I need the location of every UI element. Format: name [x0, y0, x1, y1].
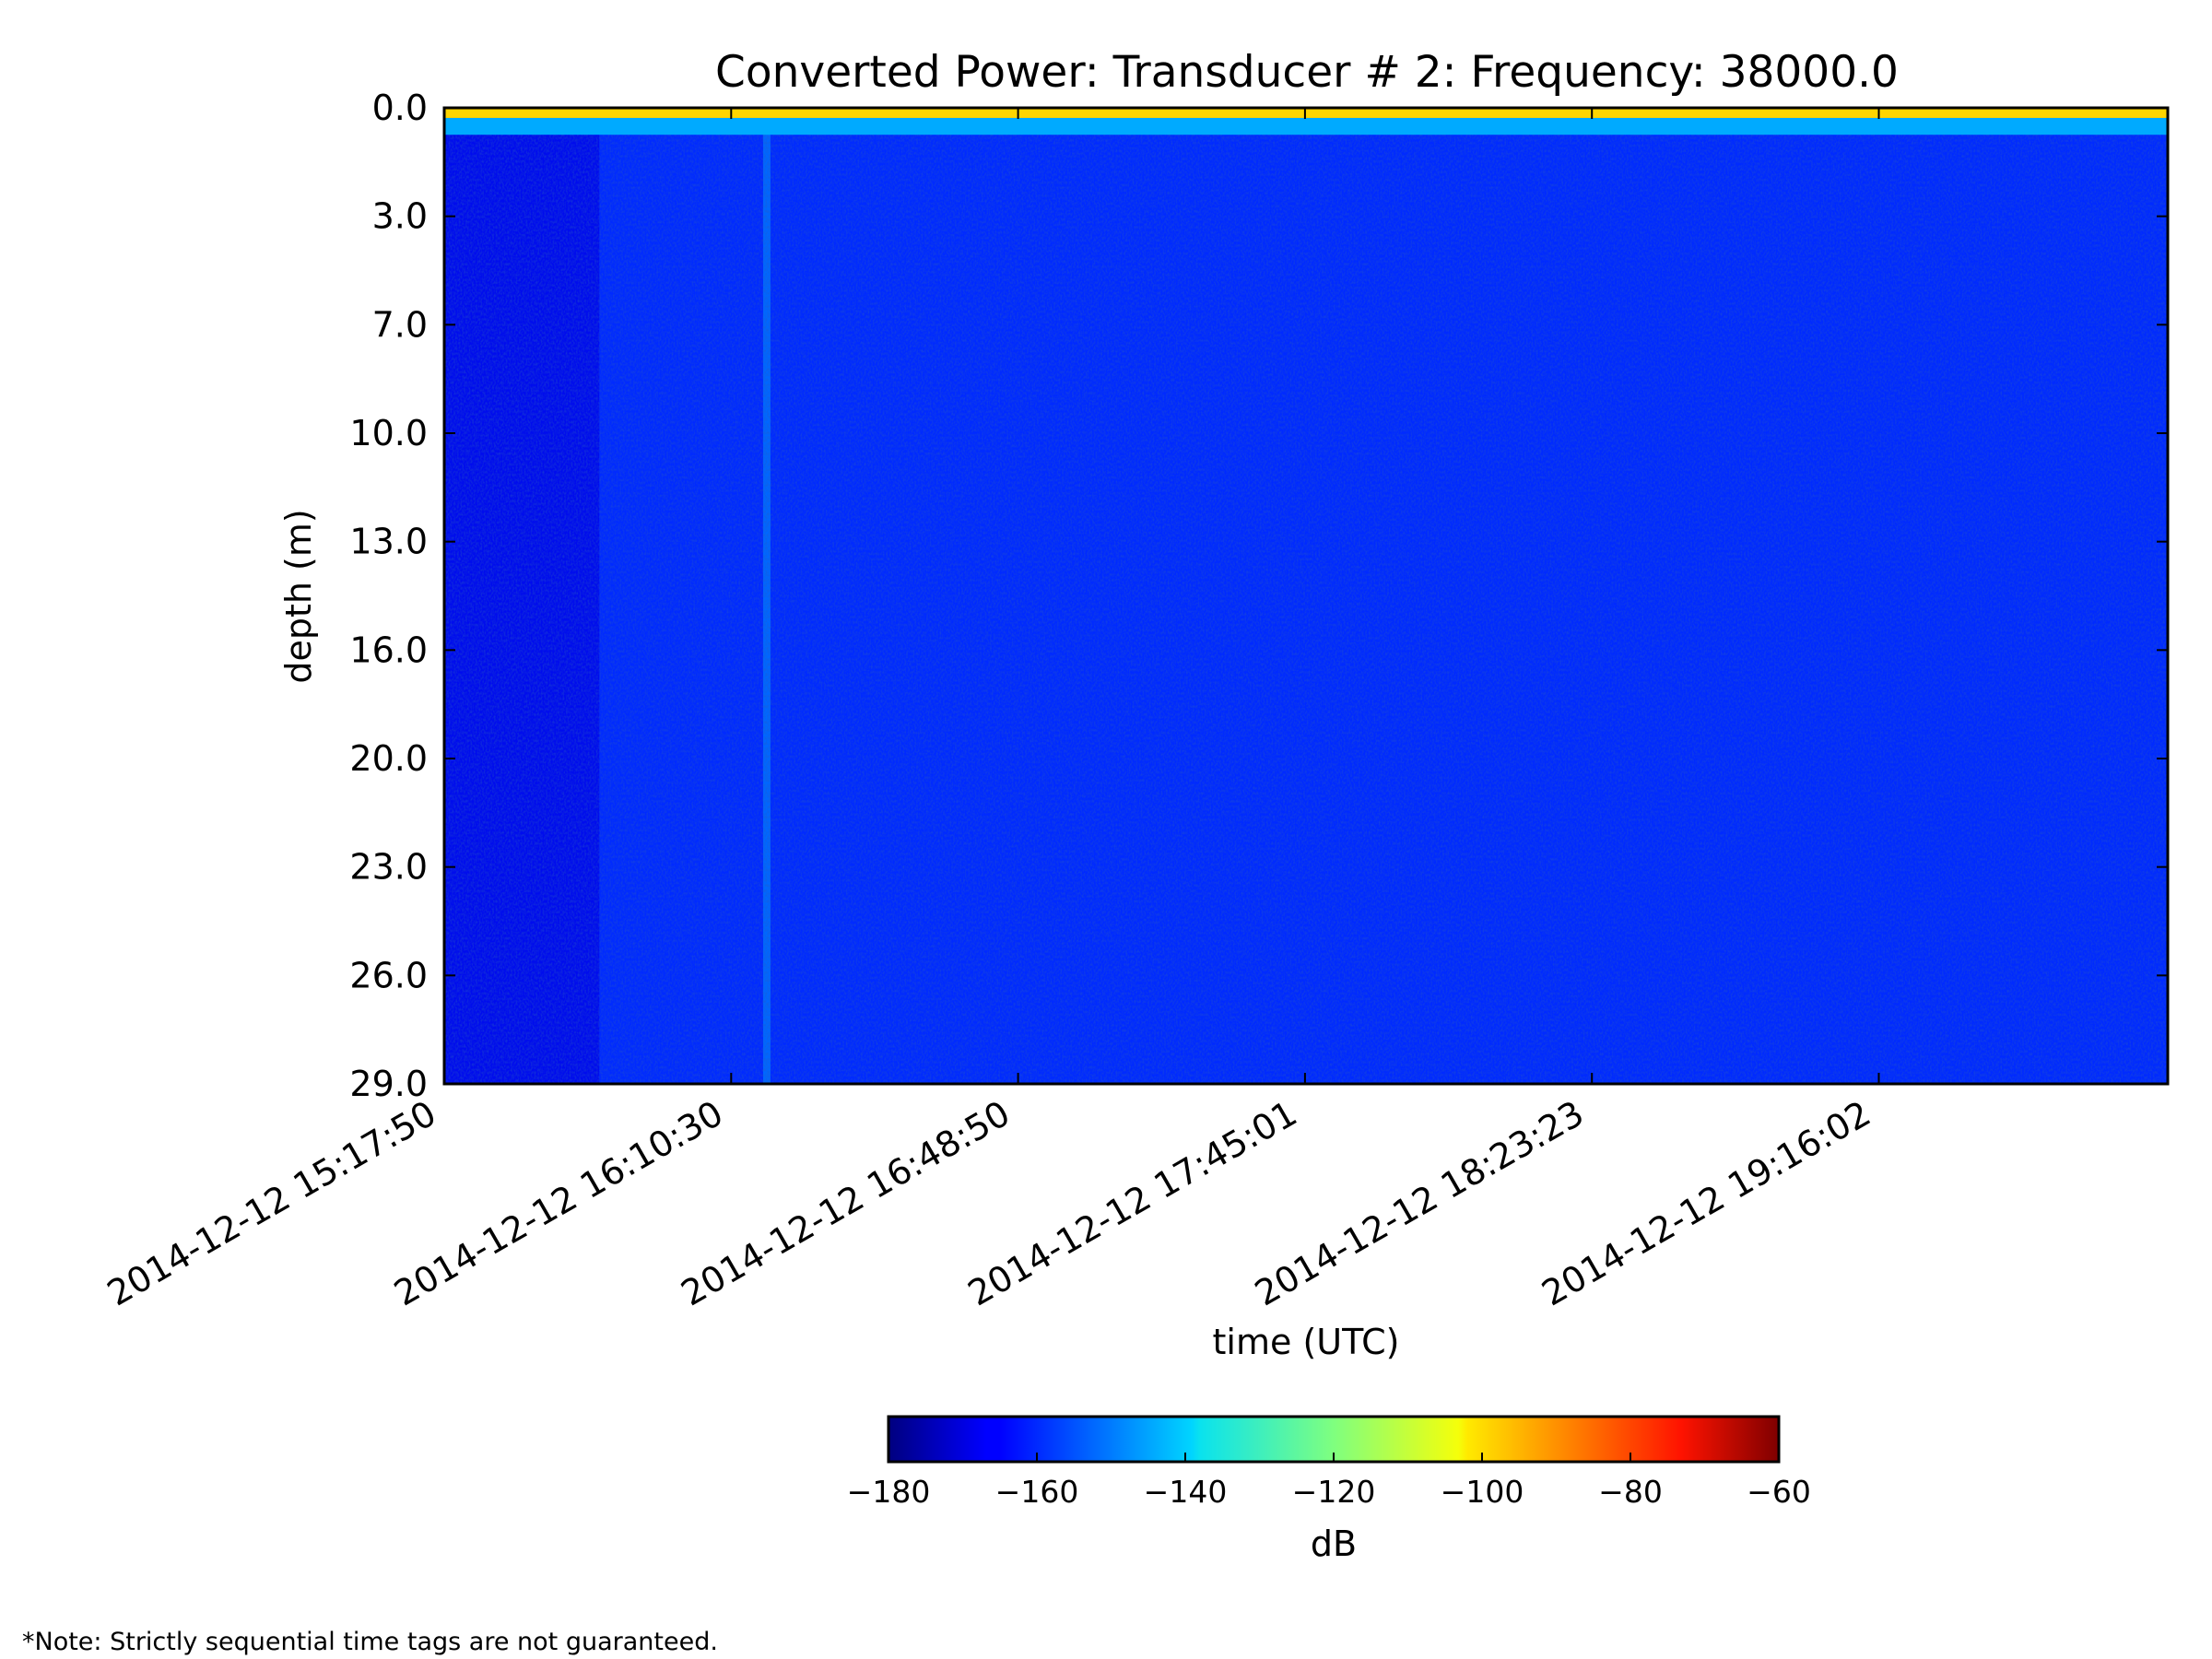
colorbar-tick-label: −140 [1144, 1474, 1228, 1510]
colorbar-tick-label: −160 [995, 1474, 1079, 1510]
near-surface-band [444, 117, 2168, 135]
y-tick-label: 29.0 [349, 1064, 428, 1104]
y-axis-label: depth (m) [278, 509, 319, 683]
y-tick-label: 23.0 [349, 847, 428, 888]
x-axis-label: time (UTC) [1213, 1322, 1400, 1362]
y-axis: 0.0 3.0 7.0 10.0 13.0 16.0 20.0 23.0 26.0 29.0 [349, 88, 2168, 1104]
y-tick-label: 26.0 [349, 955, 428, 995]
y-tick-label: 16.0 [349, 629, 428, 670]
noise-texture [444, 108, 2168, 1084]
y-tick-label: 7.0 [372, 304, 428, 345]
y-tick-label: 20.0 [349, 738, 428, 779]
y-tick-label: 3.0 [372, 196, 428, 237]
colorbar: −180 −160 −140 −120 −100 −80 −60 dB [847, 1415, 1811, 1564]
colorbar-tick-label: −180 [847, 1474, 931, 1510]
colorbar-tick-label: −100 [1441, 1474, 1524, 1510]
y-tick-label: 10.0 [349, 413, 428, 453]
plot-area [444, 108, 2168, 1084]
y-tick-label: 13.0 [349, 522, 428, 562]
plot-frame [442, 106, 2170, 1086]
colorbar-tick-label: −60 [1747, 1474, 1811, 1510]
chart-title: Converted Power: Transducer # 2: Frequen… [715, 47, 1899, 98]
colorbar-label: dB [1311, 1524, 1357, 1564]
colorbar-tick-label: −120 [1292, 1474, 1376, 1510]
colorbar-ticks: −180 −160 −140 −120 −100 −80 −60 [847, 1453, 1811, 1510]
y-tick-label: 0.0 [372, 88, 428, 128]
footnote: *Note: Strictly sequential time tags are… [22, 1628, 718, 1656]
surface-band [444, 108, 2168, 118]
colorbar-tick-label: −80 [1598, 1474, 1663, 1510]
